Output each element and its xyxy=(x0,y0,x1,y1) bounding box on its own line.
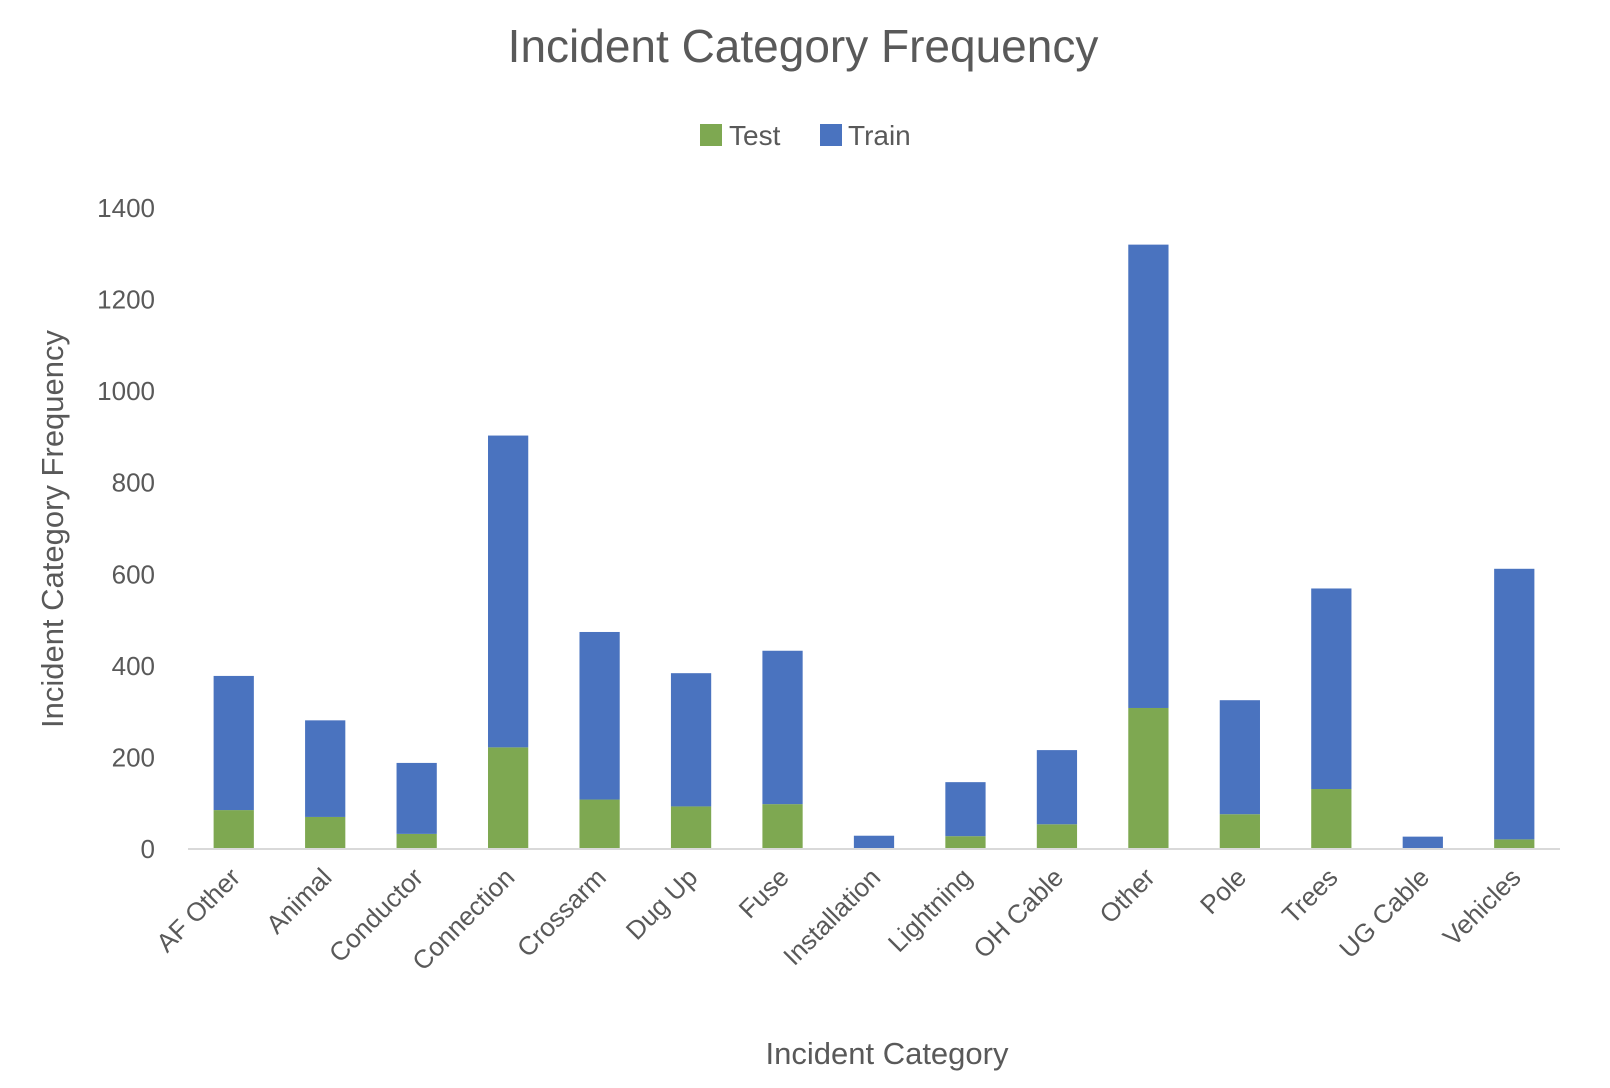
bar-test-trees xyxy=(1311,789,1352,849)
legend-label-train: Train xyxy=(848,120,911,151)
y-tick-label: 400 xyxy=(112,651,155,681)
y-tick-label: 0 xyxy=(141,834,155,864)
bar-train-vehicles xyxy=(1494,568,1535,840)
x-tick-label: AF Other xyxy=(150,862,246,958)
x-tick-label: Dug Up xyxy=(620,862,704,946)
bar-test-crossarm xyxy=(579,799,620,849)
x-tick-label: Other xyxy=(1093,862,1160,929)
bar-test-connection xyxy=(488,747,529,849)
y-axis-ticks: 0 200 400 600 800 1000 1200 1400 xyxy=(97,193,155,864)
y-tick-label: 200 xyxy=(112,742,155,772)
chart-title: Incident Category Frequency xyxy=(508,20,1099,72)
bars xyxy=(213,244,1535,849)
x-axis-ticks: AF Other AnimalConductorConnectionCrossar… xyxy=(150,862,1526,976)
y-tick-label: 1200 xyxy=(97,285,155,315)
x-tick-label: Lightning xyxy=(882,862,978,958)
x-tick-label: Vehicles xyxy=(1437,862,1527,952)
bar-test-lightning xyxy=(945,836,986,849)
x-tick-label: Trees xyxy=(1276,862,1344,930)
legend: Test Train xyxy=(700,120,911,151)
bar-test-fuse xyxy=(762,804,803,849)
bar-train-animal xyxy=(305,720,346,817)
bar-train-oh-cable xyxy=(1036,750,1078,825)
legend-label-test: Test xyxy=(729,120,781,151)
bar-train-dug-up xyxy=(670,673,712,807)
x-tick-label: Animal xyxy=(260,862,337,939)
bar-train-af-other xyxy=(213,675,254,811)
bar-test-vehicles xyxy=(1494,839,1535,849)
legend-swatch-train xyxy=(820,124,842,146)
legend-swatch-test xyxy=(700,124,722,146)
bar-test-af-other xyxy=(213,810,254,849)
bar-test-pole xyxy=(1219,814,1260,849)
y-axis-title: Incident Category Frequency xyxy=(35,329,70,728)
bar-train-installation xyxy=(853,835,895,849)
x-tick-label: Fuse xyxy=(733,862,795,924)
bar-train-ug-cable xyxy=(1402,836,1443,849)
bar-train-trees xyxy=(1311,588,1352,790)
bar-train-fuse xyxy=(762,650,803,805)
x-axis-title: Incident Category xyxy=(766,1036,1009,1071)
bar-train-crossarm xyxy=(579,631,620,800)
x-tick-label: UG Cable xyxy=(1333,862,1435,964)
x-tick-label: Pole xyxy=(1194,862,1252,920)
bar-train-pole xyxy=(1219,700,1260,815)
bar-test-dug-up xyxy=(670,806,712,849)
y-tick-label: 1000 xyxy=(97,376,155,406)
bar-train-lightning xyxy=(945,782,986,837)
bar-train-conductor xyxy=(396,762,437,834)
x-tick-label: OH Cable xyxy=(967,862,1069,964)
x-tick-label: Installation xyxy=(777,862,886,971)
bar-train-other xyxy=(1128,244,1169,708)
y-tick-label: 800 xyxy=(112,468,155,498)
y-tick-label: 1400 xyxy=(97,193,155,223)
y-tick-label: 600 xyxy=(112,559,155,589)
bar-test-oh-cable xyxy=(1036,824,1078,849)
bar-test-animal xyxy=(305,816,346,849)
bar-train-connection xyxy=(488,435,529,748)
x-tick-label: Crossarm xyxy=(511,862,612,963)
bar-test-other xyxy=(1128,707,1169,849)
bar-test-conductor xyxy=(396,833,437,849)
